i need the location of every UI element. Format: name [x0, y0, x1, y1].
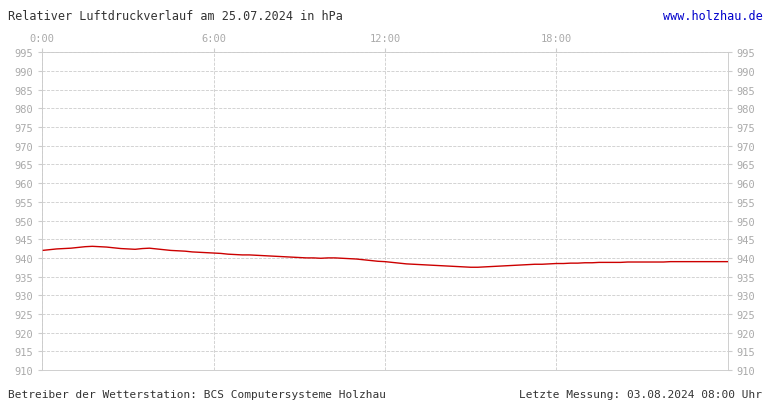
- Text: Relativer Luftdruckverlauf am 25.07.2024 in hPa: Relativer Luftdruckverlauf am 25.07.2024…: [8, 10, 343, 23]
- Text: Betreiber der Wetterstation: BCS Computersysteme Holzhau: Betreiber der Wetterstation: BCS Compute…: [8, 389, 386, 399]
- Text: www.holzhau.de: www.holzhau.de: [662, 10, 762, 23]
- Text: Letzte Messung: 03.08.2024 08:00 Uhr: Letzte Messung: 03.08.2024 08:00 Uhr: [519, 389, 762, 399]
